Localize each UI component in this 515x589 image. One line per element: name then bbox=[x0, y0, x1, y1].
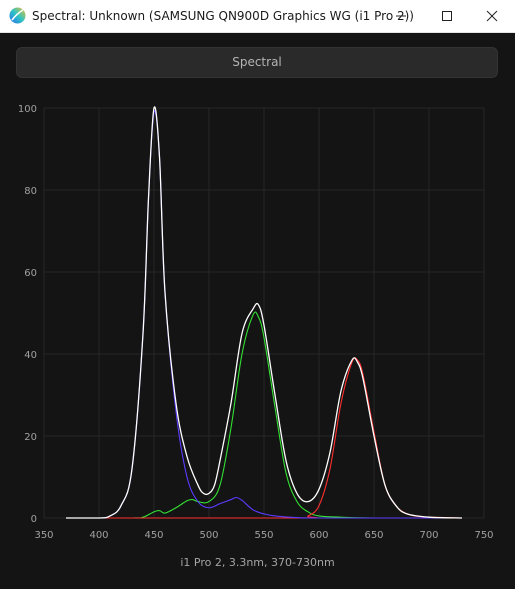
series-line bbox=[66, 106, 463, 519]
minimize-button[interactable] bbox=[378, 0, 424, 32]
plot-ticks: 350 400 450 500 550 600 650 700 750 0 20 40 60 80 100 bbox=[18, 104, 494, 541]
y-tick-label: 0 bbox=[31, 514, 37, 525]
minimize-icon bbox=[396, 15, 406, 17]
plot-series bbox=[66, 106, 463, 519]
y-tick-label: 100 bbox=[18, 104, 37, 115]
x-tick-label: 450 bbox=[144, 530, 163, 541]
app-logo-icon bbox=[9, 7, 26, 24]
x-tick-label: 400 bbox=[89, 530, 108, 541]
window-title: Spectral: Unknown (SAMSUNG QN900D Graphi… bbox=[32, 9, 414, 23]
close-button[interactable] bbox=[469, 0, 515, 32]
plot-caption: i1 Pro 2, 3.3nm, 370-730nm bbox=[180, 556, 335, 569]
plot-grid bbox=[43, 107, 485, 519]
maximize-button[interactable] bbox=[424, 0, 470, 32]
x-tick-label: 750 bbox=[474, 530, 493, 541]
spectral-plot: 350 400 450 500 550 600 650 700 750 0 20 40 60 80 100 bbox=[18, 104, 494, 541]
maximize-icon bbox=[442, 11, 452, 21]
close-icon bbox=[486, 10, 498, 22]
x-tick-label: 550 bbox=[254, 530, 273, 541]
x-tick-label: 700 bbox=[419, 530, 438, 541]
y-tick-label: 20 bbox=[24, 432, 37, 443]
y-tick-label: 40 bbox=[24, 350, 37, 361]
title-bar[interactable]: Spectral: Unknown (SAMSUNG QN900D Graphi… bbox=[0, 0, 515, 33]
x-tick-label: 350 bbox=[34, 530, 53, 541]
y-tick-label: 80 bbox=[24, 186, 37, 197]
spectral-tab-button[interactable]: Spectral bbox=[16, 47, 498, 78]
series-line bbox=[66, 311, 462, 519]
x-tick-label: 600 bbox=[309, 530, 328, 541]
y-tick-label: 60 bbox=[24, 268, 37, 279]
x-tick-label: 650 bbox=[364, 530, 383, 541]
x-tick-label: 500 bbox=[199, 530, 218, 541]
